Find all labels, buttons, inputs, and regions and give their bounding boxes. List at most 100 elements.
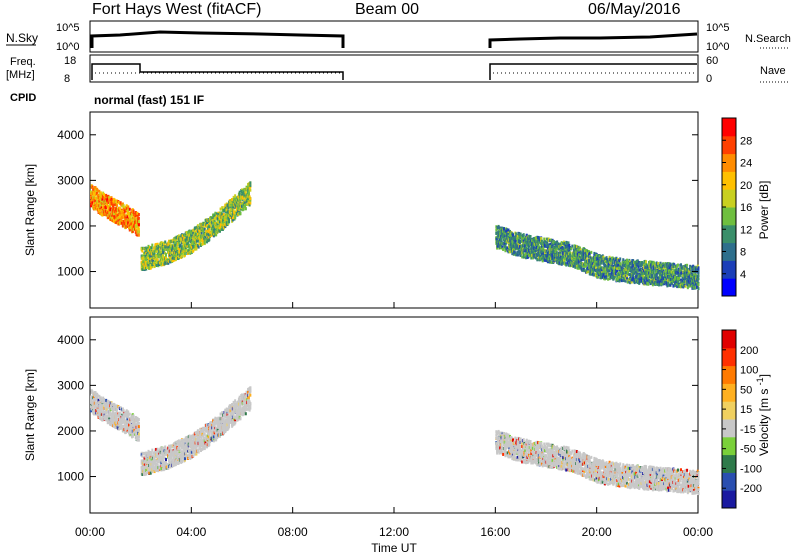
power-echo-cell [667,281,669,284]
y-tick-label: 1000 [57,265,84,279]
power-colorbar-label: Power [dB] [757,181,771,240]
nsearch-label: N.Search [745,33,791,45]
colorbar-tick-label: 20 [740,180,752,192]
colorbar-swatch [722,207,736,225]
nave-tick-bottom: 0 [706,73,712,85]
power-echo-cell [138,223,140,226]
power-echo-cell [656,274,658,277]
power-echo-cell [151,246,153,249]
power-echo-cell [239,212,241,215]
power-echo-cell [138,213,140,216]
power-echo-cell [138,227,140,230]
date-label: 06/May/2016 [588,1,681,18]
colorbar-tick-label: 4 [740,269,746,281]
colorbar-tick-label: 12 [740,224,752,236]
power-echo-cell [530,235,532,238]
power-echo-cell [645,260,647,263]
power-echo-cell [116,204,118,207]
power-echo-cell [234,194,236,197]
power-echo-cell [571,245,573,248]
nsky-label: N.Sky [6,31,38,45]
power-echo-cell [590,251,592,254]
colorbar-swatch [722,171,736,189]
power-echo-cell [165,253,167,256]
power-echo-cell [184,252,186,255]
power-echo-cell [138,217,140,220]
power-echo-cell [138,220,140,223]
beam-label: Beam 00 [355,1,419,18]
power-echo-cell [208,238,210,241]
power-echo-cell [138,234,140,237]
nave-tick-top: 60 [706,55,718,67]
freq-label-1: Freq. [10,56,36,68]
power-panel: 1000 2000 3000 4000 Slant Range [km] 4 8 12 16… [23,112,771,308]
colorbar-swatch [722,260,736,278]
power-echo-cell [198,246,200,249]
power-echo-cell [540,237,542,240]
y-tick-label: 4000 [57,128,84,142]
nsky-trace-a [92,32,343,48]
freq-trace-b [490,64,697,80]
nsky-trace-b [490,34,697,48]
cpid-value: normal (fast) 151 IF [94,93,204,107]
power-echo-cell [138,230,140,233]
colorbar-swatch [722,278,736,296]
colorbar-tick-label: 16 [740,202,752,214]
power-colorbar: 4 8 12 16 20 24 28 [722,118,752,297]
power-echo-cell [677,264,679,267]
power-echo-cell [249,202,251,205]
power-echo-cell [697,277,699,280]
power-echo-cell [249,189,251,192]
y-tick-label: 2000 [57,219,84,233]
power-echo-cell [619,257,621,260]
station-title: Fort Hays West (fitACF) [92,1,262,18]
colorbar-swatch [722,118,736,136]
power-echo-cell [627,271,629,274]
nsearch-tick-top: 10^5 [706,22,730,34]
freq-tick-top: 18 [64,55,76,67]
power-echo-cell [234,216,236,219]
power-ylabel: Slant Range [km] [23,164,37,256]
power-echo-cell [129,208,131,211]
power-echo-cell [697,287,699,290]
power-echo-cell [653,270,655,273]
colorbar-tick-label: 8 [740,247,746,259]
freq-trace-a [92,64,343,80]
power-echo-cell [249,181,251,184]
power-echo-cell [502,248,504,251]
nsky-panel: N.Sky 10^5 10^0 10^5 10^0 N.Search [6,21,791,53]
power-echo-cell [204,241,206,244]
power-echo-cell [697,274,699,277]
freq-label-2: [MHz] [6,69,35,81]
power-echo-cell [697,283,699,286]
nsky-tick-top: 10^5 [56,22,80,34]
power-echo-cell [619,262,621,265]
power-echo-cell [680,263,682,266]
colorbar-swatch [722,136,736,154]
freq-panel: Freq. [MHz] 18 8 60 0 Nave [6,55,790,85]
freq-tick-bottom: 8 [64,73,70,85]
power-echo-cell [523,233,525,236]
power-echo-cell [181,255,183,258]
velocity-echo-marks [90,386,699,495]
power-echo-cell [245,207,247,210]
power-echo-marks [90,181,699,290]
power-echo-cell [697,267,699,270]
colorbar-tick-label: 24 [740,158,752,170]
colorbar-tick-label: 28 [740,135,752,147]
colorbar-swatch [722,189,736,207]
power-echo-cell [249,197,251,200]
nave-label: Nave [760,65,786,77]
power-echo-cell [164,240,166,243]
cpid-label: CPID [10,92,36,104]
power-echo-cell [208,228,210,231]
power-echo-cell [151,244,153,247]
nsearch-tick-bottom: 10^0 [706,41,730,53]
nsky-tick-bottom: 10^0 [56,41,80,53]
power-echo-cell [686,264,688,267]
colorbar-swatch [722,225,736,243]
power-echo-cell [249,184,251,187]
y-tick-label: 3000 [57,173,84,187]
